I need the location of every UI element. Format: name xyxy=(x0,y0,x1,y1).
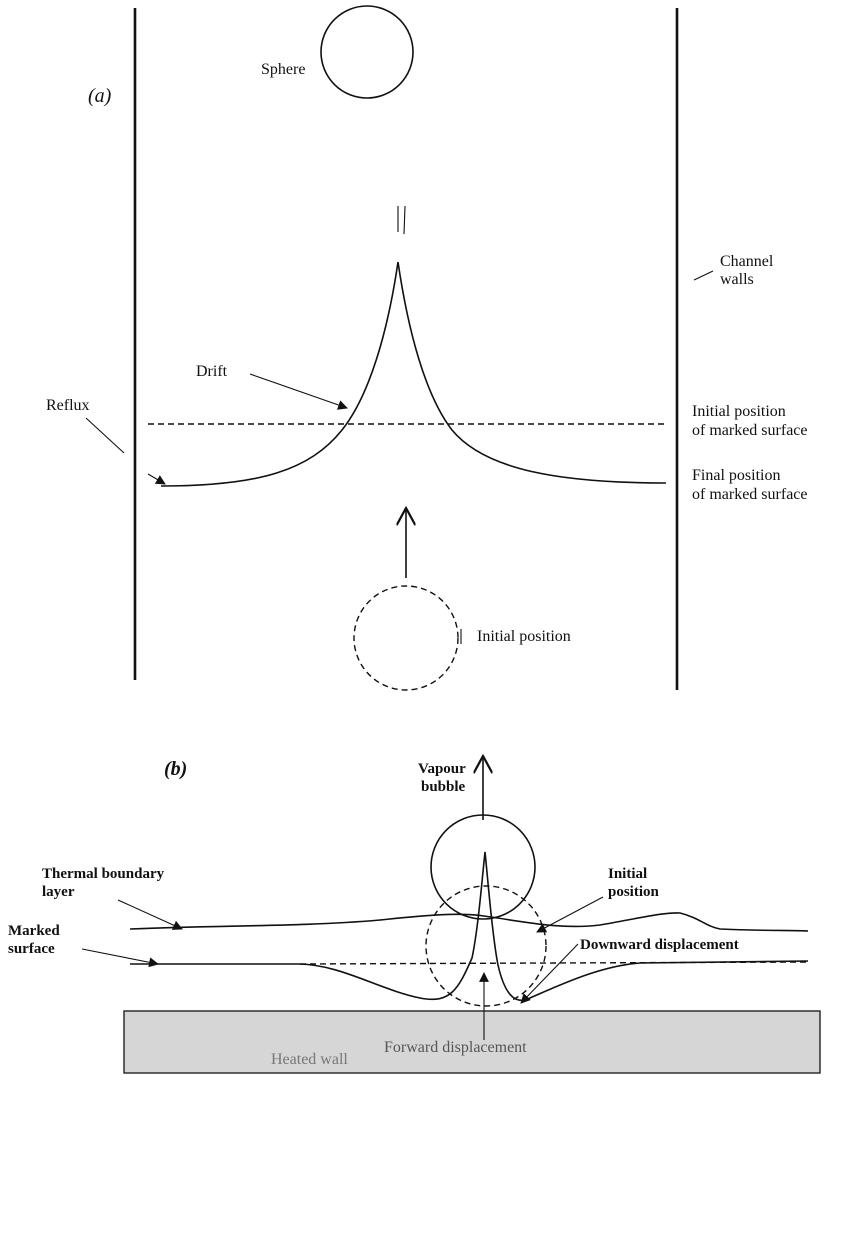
initial-position-circle xyxy=(353,585,459,691)
panel-b: (b) Vapour bubble Heated wall Forward di… xyxy=(8,756,821,1074)
final-surface-label-line2: of marked surface xyxy=(692,486,808,503)
vapour-bubble-circle xyxy=(430,814,536,920)
initial-surface-label-line1: Initial position xyxy=(692,403,786,420)
forward-displacement-label: Forward displacement xyxy=(384,1039,527,1056)
reflux-arrow xyxy=(147,473,166,485)
thermal-boundary-label-line1: Thermal boundary xyxy=(42,866,165,882)
channel-walls-label-line1: Channel xyxy=(720,253,774,270)
vapour-bubble-label-line2: bubble xyxy=(421,779,466,795)
channel-walls-label-line2: walls xyxy=(720,271,754,288)
sphere-label: Sphere xyxy=(261,61,305,78)
bubble-initial-position-circle xyxy=(425,885,547,1007)
final-surface-label-line1: Final position xyxy=(692,467,780,484)
marked-surface-label-line2: surface xyxy=(8,941,55,957)
marked-surface-arrow xyxy=(81,948,159,968)
reflux-label: Reflux xyxy=(46,397,90,414)
initial-position-b-arrow xyxy=(536,896,604,933)
drift-spike-upper-2 xyxy=(403,205,406,235)
thermal-boundary-arrow xyxy=(117,899,183,930)
heated-wall-label: Heated wall xyxy=(271,1051,348,1068)
channel-walls-leader xyxy=(693,270,714,281)
marked-surface-label-line1: Marked xyxy=(8,923,60,939)
thermal-boundary-label-line2: layer xyxy=(42,884,75,900)
panel-b-label: (b) xyxy=(164,758,187,780)
initial-position-label: Initial position xyxy=(477,628,571,645)
drift-arrow xyxy=(249,373,348,410)
sphere-circle xyxy=(320,5,414,99)
downward-displacement-arrow xyxy=(520,943,579,1004)
vapour-bubble-label-line1: Vapour xyxy=(418,761,466,777)
downward-displacement-label: Downward displacement xyxy=(580,937,739,953)
reflux-leader xyxy=(85,417,125,454)
marked-surface-initial-dashed xyxy=(299,961,809,965)
initial-position-b-label-line2: position xyxy=(608,884,660,900)
initial-surface-label-line2: of marked surface xyxy=(692,422,808,439)
drift-label: Drift xyxy=(196,363,228,380)
thermal-boundary-line xyxy=(129,912,809,932)
initial-position-b-label-line1: Initial xyxy=(608,866,647,882)
panel-a: (a) Sphere Channel walls Drift Reflux In… xyxy=(46,5,808,691)
heated-wall xyxy=(123,1010,821,1074)
panel-a-label: (a) xyxy=(88,85,112,107)
marked-surface-final-curve xyxy=(160,261,667,487)
marked-surface-curve xyxy=(130,851,809,1002)
